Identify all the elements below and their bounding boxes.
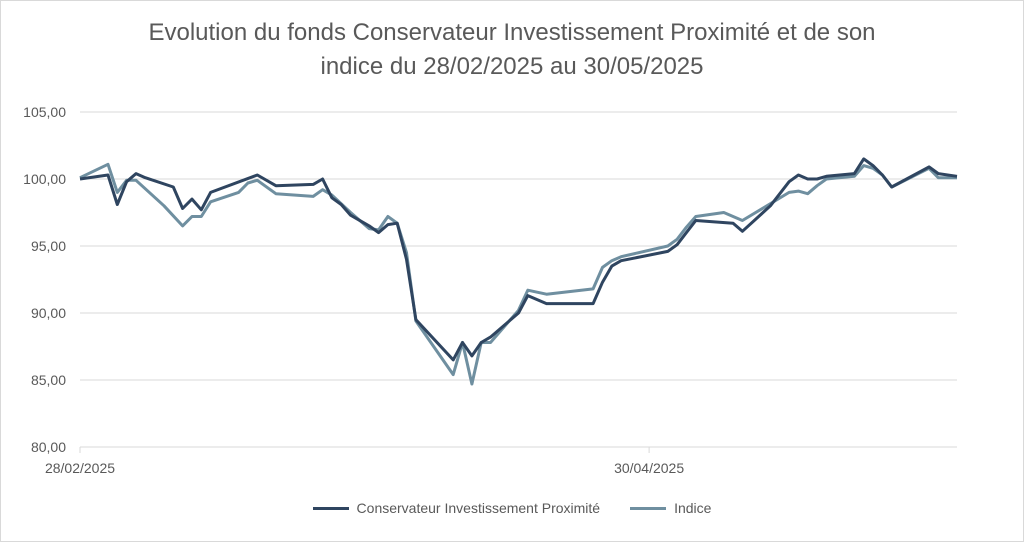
- series-line-fund: [79, 157, 958, 362]
- x-tick-label: 28/02/2025: [45, 460, 115, 476]
- y-tick-label: 85,00: [31, 372, 66, 388]
- legend-swatch-fund: [312, 506, 349, 510]
- y-tick-label: 105,00: [23, 104, 66, 120]
- y-tick-label: 95,00: [31, 238, 66, 254]
- legend-item-index: Indice: [630, 500, 711, 516]
- gridlines: [80, 111, 957, 448]
- x-tick-label: 30/04/2025: [614, 460, 684, 476]
- y-tick-label: 90,00: [31, 305, 66, 321]
- series-line-index: [79, 162, 957, 386]
- chart-title-line-1: Evolution du fonds Conservateur Investis…: [148, 19, 876, 46]
- chart-title-line-2: indice du 28/02/2025 au 30/05/2025: [320, 53, 704, 80]
- legend: Conservateur Investissement Proximité In…: [0, 500, 1024, 516]
- y-tick-label: 100,00: [23, 171, 66, 187]
- legend-label-fund: Conservateur Investissement Proximité: [356, 500, 601, 516]
- legend-item-fund: Conservateur Investissement Proximité: [312, 500, 601, 516]
- y-axis-tick-labels: 80,00 85,00 90,00 95,00 100,00 105,00: [23, 104, 66, 455]
- chart-title: Evolution du fonds Conservateur Investis…: [0, 16, 1024, 84]
- legend-swatch-index: [630, 506, 667, 510]
- legend-label-index: Indice: [674, 500, 712, 516]
- series-lines: [79, 157, 958, 386]
- x-axis-tick-labels: 28/02/2025 30/04/2025: [45, 447, 684, 476]
- y-tick-label: 80,00: [31, 439, 66, 455]
